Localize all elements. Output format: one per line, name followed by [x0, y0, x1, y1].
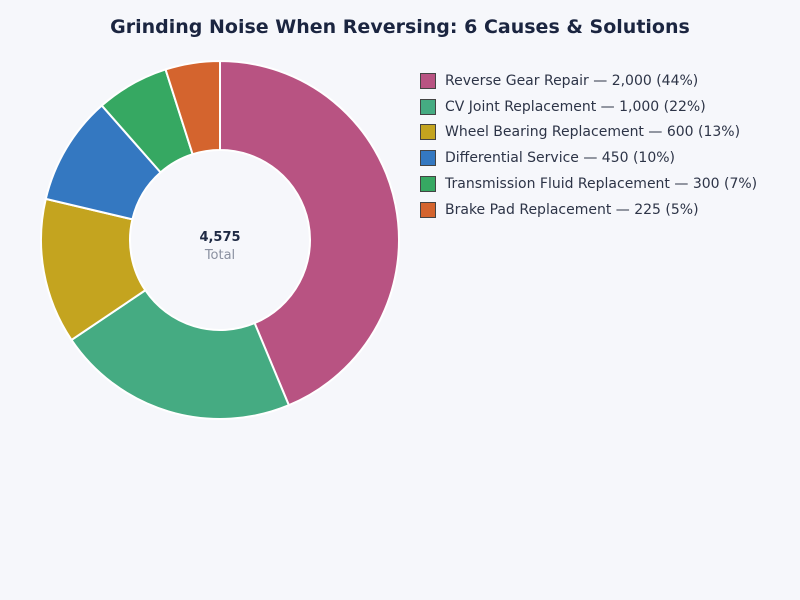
chart-title: Grinding Noise When Reversing: 6 Causes …: [110, 16, 690, 38]
legend-label: Transmission Fluid Replacement — 300 (7%…: [445, 176, 758, 193]
slice-reverse-gear-repair: [219, 59, 400, 407]
legend-label: CV Joint Replacement — 1,000 (22%): [445, 98, 706, 115]
legend-item: CV Joint Replacement — 1,000 (22%): [420, 94, 757, 120]
center-total-value: 4,575: [199, 230, 240, 245]
legend-swatch: [420, 98, 436, 115]
slice-cv-joint-replacement: [70, 288, 291, 420]
legend-item: Brake Pad Replacement — 225 (5%): [420, 197, 757, 223]
legend-label: Reverse Gear Repair — 2,000 (44%): [445, 72, 699, 89]
legend-swatch: [420, 201, 436, 218]
legend-item: Reverse Gear Repair — 2,000 (44%): [420, 68, 757, 94]
legend-swatch: [420, 72, 436, 89]
legend-label: Differential Service — 450 (10%): [445, 150, 676, 167]
legend-label: Wheel Bearing Replacement — 600 (13%): [445, 124, 741, 141]
legend-item: Transmission Fluid Replacement — 300 (7%…: [420, 171, 757, 197]
legend-item: Wheel Bearing Replacement — 600 (13%): [420, 120, 757, 146]
slice-brake-pad-replacement: [164, 59, 221, 156]
legend: Reverse Gear Repair — 2,000 (44%) CV Join…: [420, 68, 757, 223]
center-total-label: Total: [204, 248, 235, 263]
legend-swatch: [420, 124, 436, 141]
legend-swatch: [420, 176, 436, 193]
legend-item: Differential Service — 450 (10%): [420, 145, 757, 171]
legend-label: Brake Pad Replacement — 225 (5%): [445, 201, 699, 218]
legend-swatch: [420, 150, 436, 167]
